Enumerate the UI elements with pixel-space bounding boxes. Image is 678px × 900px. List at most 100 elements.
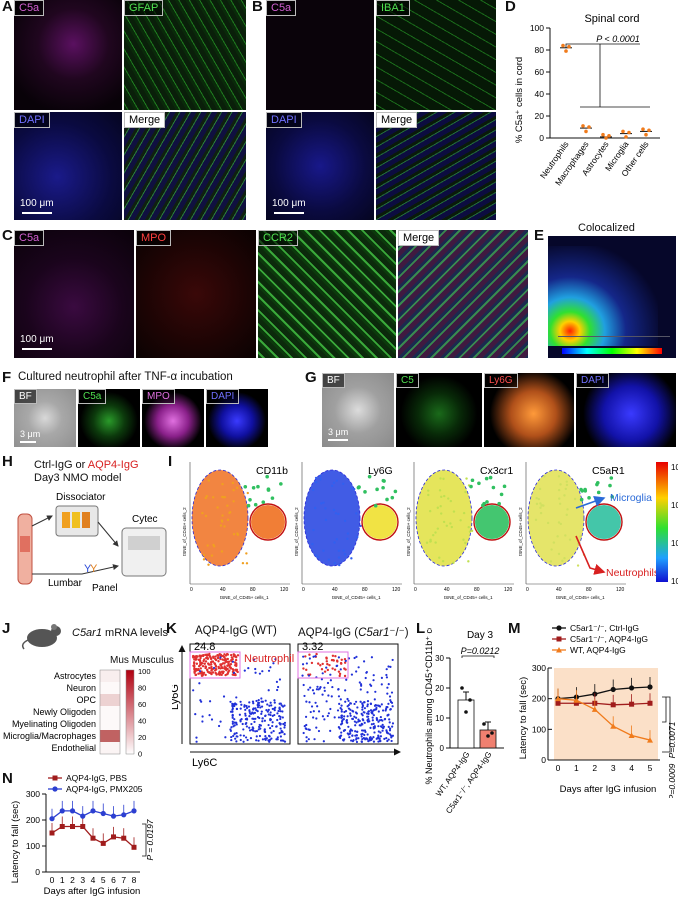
flow-dot (231, 667, 234, 671)
tsne-dot (565, 513, 568, 517)
heatmap-scale-tick: 60 (138, 700, 146, 709)
flow-dot (261, 670, 264, 673)
data-point (59, 824, 65, 829)
scale-tick: 10⁰ (671, 577, 678, 586)
flow-dot (326, 714, 329, 718)
heatmap-cell (100, 682, 120, 694)
flow-dot (252, 717, 255, 720)
tsne-dot (499, 492, 504, 497)
tsne-dot (539, 502, 542, 505)
flow-dot (337, 670, 341, 673)
flow-dot (350, 673, 354, 676)
flow-dot (366, 691, 369, 694)
neutrophil-circle (361, 503, 399, 541)
tsne-dot (434, 541, 437, 544)
tsne-dot (222, 496, 225, 499)
flow-dot (255, 699, 258, 703)
flow-dot (230, 653, 233, 657)
flow-dot (217, 671, 221, 675)
tsne-dot (608, 483, 612, 488)
flow-dot (327, 712, 330, 715)
flow-dot (388, 695, 392, 698)
flow-dot (321, 693, 324, 696)
flow-dot (231, 714, 234, 717)
flow-dot (232, 671, 236, 674)
flow-dot (304, 715, 308, 718)
flow-dot (200, 654, 203, 658)
flow-dot (327, 694, 330, 697)
tsne-dot (610, 494, 615, 499)
tsne-dot (467, 525, 470, 529)
flow-dot (354, 711, 358, 714)
tsne-dot (319, 474, 322, 478)
neutrophil-label: Neutrophil (244, 653, 294, 665)
panel-label-f: F (2, 369, 12, 386)
flow-dot (247, 667, 250, 670)
flow-dot (236, 670, 239, 674)
flow-dot (305, 662, 308, 665)
flow-dot (204, 673, 207, 677)
flow-dot (225, 652, 229, 656)
tsne-dot (428, 509, 432, 513)
panel-label-text: Panel (92, 583, 118, 594)
legend-label: AQP4-IgG, PBS (66, 773, 127, 783)
tsne-dot (580, 489, 584, 493)
flow-dot (323, 689, 326, 692)
flow-dot (233, 673, 236, 677)
flow-dot (254, 730, 257, 733)
flow-dot (279, 702, 282, 705)
channel-label: CCR2 (258, 230, 298, 246)
tsne-dot (431, 533, 435, 537)
tsne-dot (550, 548, 553, 551)
chart-l: Day 3 P=0.0212 % Neutrophils among CD45⁺… (424, 628, 504, 815)
flow-dot (355, 655, 358, 658)
flow-dot (269, 726, 272, 730)
flow-dot (201, 664, 205, 668)
flow-dot (264, 714, 267, 717)
micrograph-g-c5: C5 (396, 373, 482, 447)
flow-dot (357, 666, 360, 669)
tsne-dot (314, 554, 318, 557)
flow-dot (319, 685, 322, 689)
flow-dot (210, 718, 214, 721)
flow-dot (339, 668, 342, 671)
flow-dot (338, 672, 342, 676)
flow-dot (224, 736, 227, 739)
flow-dot (353, 702, 356, 706)
flow-dot (252, 658, 256, 661)
flow-dot (245, 736, 248, 739)
flow-dot (198, 660, 202, 664)
tsne-dot (442, 477, 445, 481)
flow-dot (381, 729, 384, 732)
flow-dot (389, 665, 392, 668)
flow-dot (346, 732, 349, 735)
tsne-dot (202, 553, 206, 557)
y-tick-label: 300 (26, 789, 40, 799)
tsne-dot (439, 477, 442, 480)
flow-dot (233, 733, 236, 736)
flow-dot (267, 723, 270, 727)
scale-tick: 10⁶ (671, 463, 678, 472)
flow-dot (315, 688, 319, 691)
scale-label: 100 μm (272, 198, 306, 209)
tsne-dot (470, 478, 475, 483)
cytometer-icon (121, 527, 167, 577)
flow-dot (387, 725, 390, 729)
data-point (564, 49, 568, 53)
flow-dot (314, 655, 317, 658)
flow-dot (258, 716, 261, 720)
tsne-dot (390, 495, 395, 500)
tsne-dot (464, 541, 467, 545)
channel-label: DAPI (576, 373, 610, 388)
x-tick-label: 5 (648, 763, 653, 773)
flow-dot (208, 666, 211, 670)
flow-dot (229, 700, 232, 703)
flow-dot (369, 709, 373, 712)
flow-dot (344, 689, 347, 692)
colorbar (562, 348, 662, 354)
neutrophil-circle (473, 503, 511, 541)
flow-dot (214, 655, 217, 658)
flow-dot (235, 696, 238, 699)
flow-dot (267, 734, 271, 737)
heatmap-scale-tick: 40 (138, 717, 146, 726)
